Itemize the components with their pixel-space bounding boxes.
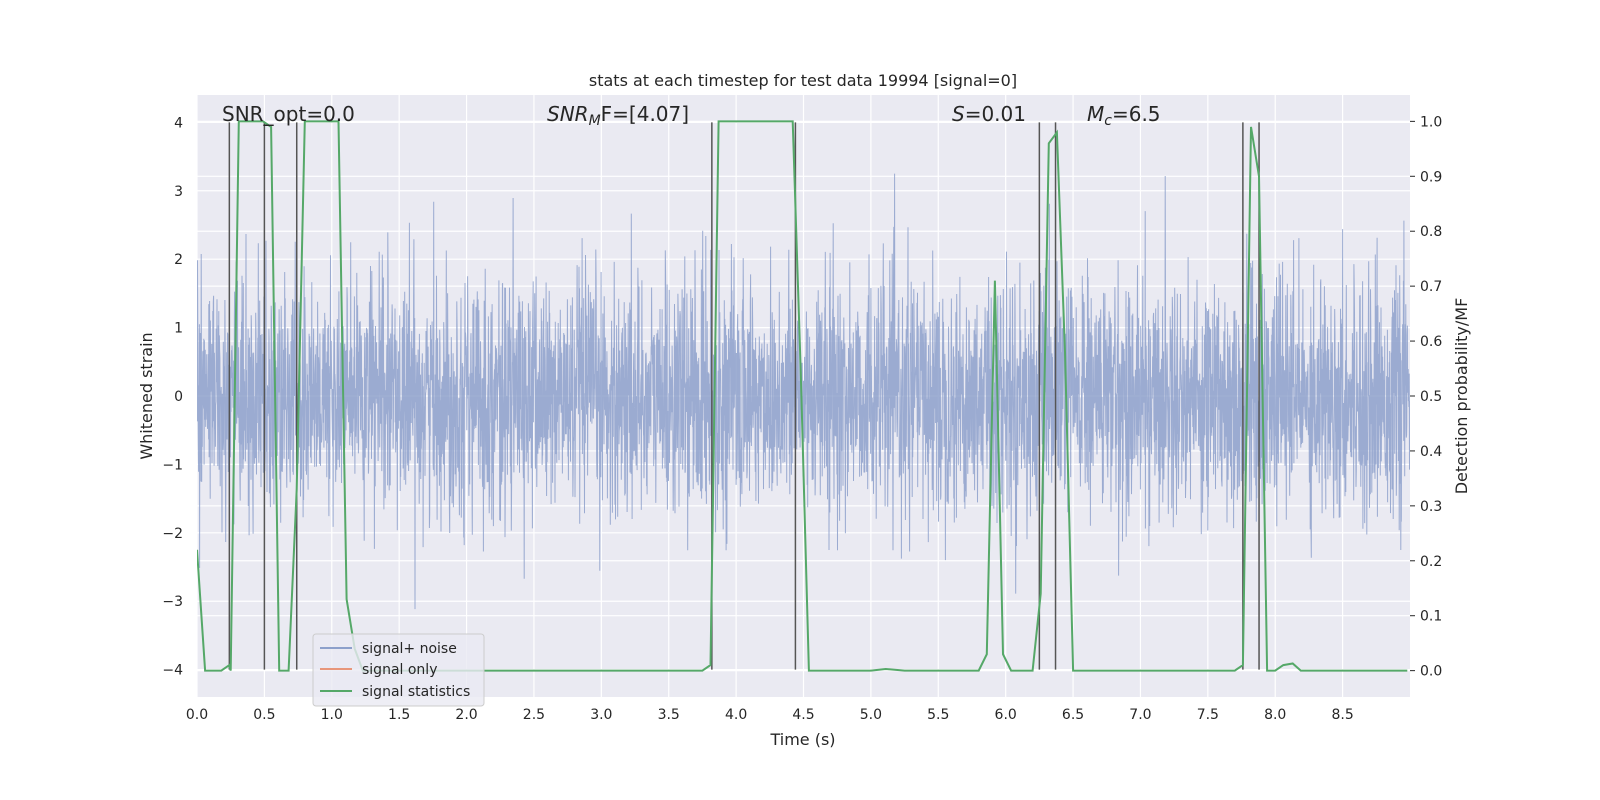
y-tick-label: −1 [162,457,183,473]
x-axis-label: Time (s) [769,730,835,749]
annotation-s-main: S [952,102,965,126]
y-tick-label: 4 [174,115,183,131]
y-tick-label: −2 [162,526,183,542]
y-axis-label: Whitened strain [137,332,156,459]
y-tick-label: 2 [174,252,183,268]
legend-box [312,633,485,707]
annotation-s-tail: =0.01 [965,102,1026,126]
y-axis-ticks: −4 −3 −2 −1 0 1 2 3 4 [162,115,183,678]
y2-axis-ticks: 0.0 0.1 0.2 0.3 0.4 0.5 0.6 0.7 0.8 0.9 1.0 [1410,114,1442,680]
legend: signal+ noise signal only signal statist… [312,633,485,707]
annotation-mc-main: M [1087,102,1104,126]
annotation-snr-mf-sub: M [589,113,601,129]
legend-label-signal-statistics: signal statistics [362,684,470,700]
x-tick-label: 2.5 [523,707,545,723]
annotation-s: S=0.01 [952,102,1026,126]
x-tick-label: 7.0 [1129,707,1151,723]
x-tick-label: 4.0 [725,707,747,723]
annotation-snr-mf-tail: F=[4.07] [601,102,689,126]
y-tick-label: 3 [174,184,183,200]
series-signal-noise [197,173,1410,610]
y2-tick-label: 0.6 [1420,334,1442,350]
y2-tick-label: 0.1 [1420,609,1442,625]
x-tick-label: 3.5 [658,707,680,723]
y2-tick-label: 1.0 [1420,114,1442,130]
annotation-mc-sub: c [1104,113,1112,129]
annotation-snr-mf: SNRMF=[4.07] [547,102,689,129]
x-tick-label: 8.0 [1264,707,1286,723]
series-signal-statistics [197,120,1408,672]
y-tick-label: 0 [174,389,183,405]
chart-title: stats at each timestep for test data 199… [589,71,1017,90]
y2-tick-label: 0.0 [1420,664,1442,680]
x-axis-ticks: 0.0 0.5 1.0 1.5 2.0 2.5 3.0 3.5 4.0 4.5 5.0 5.5 6.0 6… [186,707,1354,723]
x-tick-label: 7.5 [1197,707,1219,723]
y-tick-label: 1 [174,321,183,337]
x-tick-label: 6.0 [995,707,1017,723]
y-tick-label: −4 [162,663,183,679]
y2-tick-label: 0.8 [1420,224,1442,240]
legend-label-signal-noise: signal+ noise [362,641,457,657]
annotation-mc: Mc=6.5 [1087,102,1161,129]
annotation-snr-opt: SNR_opt=0.0 [222,102,355,126]
y2-axis-label: Detection probability/MF [1452,298,1471,495]
x-tick-label: 5.0 [860,707,882,723]
y2-tick-label: 0.7 [1420,279,1442,295]
x-tick-label: 3.0 [590,707,612,723]
x-tick-label: 4.5 [792,707,814,723]
y2-tick-label: 0.5 [1420,389,1442,405]
x-tick-label: 2.0 [455,707,477,723]
x-tick-label: 0.5 [253,707,275,723]
y2-tick-label: 0.3 [1420,499,1442,515]
annotation-snr-mf-main: SNR [547,102,589,126]
y2-tick-label: 0.4 [1420,444,1442,460]
x-tick-label: 1.0 [321,707,343,723]
y-tick-label: −3 [162,594,183,610]
x-tick-label: 5.5 [927,707,949,723]
annotation-mc-tail: =6.5 [1112,102,1161,126]
y2-tick-label: 0.9 [1420,169,1442,185]
x-tick-label: 1.5 [388,707,410,723]
x-tick-label: 6.5 [1062,707,1084,723]
x-tick-label: 0.0 [186,707,208,723]
y2-tick-label: 0.2 [1420,554,1442,570]
legend-label-signal-only: signal only [362,662,437,678]
x-tick-label: 8.5 [1331,707,1353,723]
